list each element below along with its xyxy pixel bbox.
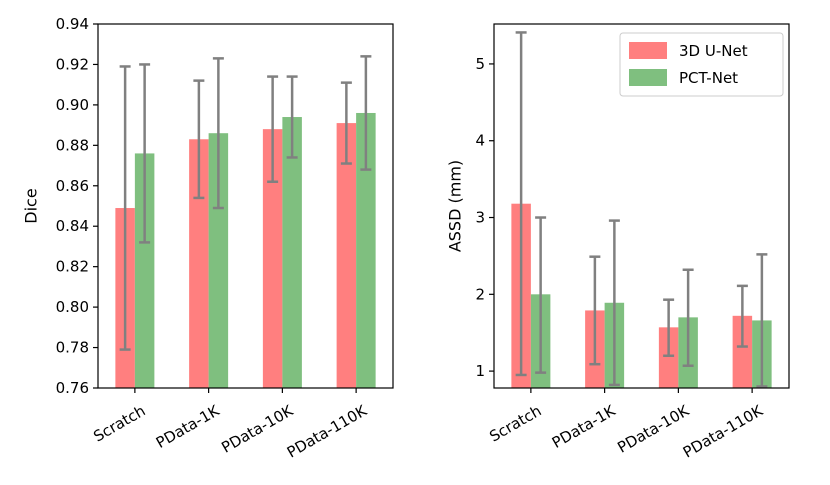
error-bar-3d-u-net-pdata-110k [340, 81, 352, 165]
x-tick-label: PData-110K [284, 401, 371, 462]
legend: 3D U-Net PCT-Net [619, 32, 784, 97]
error-bar-3d-u-net-pdata-1k [193, 79, 205, 200]
x-tick-label: PData-1K [549, 401, 619, 452]
x-tick-label: PData-110K [680, 401, 767, 462]
legend-swatch-3d-u-net [629, 42, 667, 59]
bar-3d-u-net-pdata-10k [262, 129, 283, 388]
y-tick-label: 0.76 [56, 379, 89, 397]
error-bar-3d-u-net-pdata-10k [267, 75, 279, 183]
bar-pct-net-pdata-10k [282, 117, 302, 389]
error-bar-3d-u-net-pdata-110k [736, 284, 748, 348]
y-tick-label: 0.94 [56, 15, 89, 33]
plot-frame [97, 23, 394, 389]
error-bar-pct-net-pdata-1k [212, 57, 224, 210]
error-bar-3d-u-net-scratch [515, 31, 527, 377]
y-tick-label: 1 [475, 362, 485, 380]
error-bar-3d-u-net-pdata-1k [589, 255, 601, 366]
y-tick-label: 4 [475, 132, 485, 150]
bar-3d-u-net-pdata-10k [658, 327, 679, 388]
error-bar-pct-net-scratch [139, 63, 151, 244]
legend-label: 3D U-Net [679, 42, 748, 60]
bar-pct-net-pdata-110k [356, 112, 376, 388]
bar-pct-net-pdata-1k [208, 133, 229, 388]
legend-label: PCT-Net [679, 69, 738, 87]
x-tick-label: Scratch [486, 402, 544, 446]
y-tick-label: 0.80 [56, 298, 89, 316]
y-tick-label: 0.84 [56, 217, 89, 235]
y-axis-label: ASSD (mm) [446, 160, 465, 252]
y-tick-label: 2 [475, 285, 485, 303]
chart-1: 0.76 0.78 0.80 0.82 0.84 0.86 0.88 0.90 0.92 0.94… [22, 15, 394, 462]
y-tick-label: 0.90 [56, 96, 89, 114]
y-tick-label: 0.92 [56, 55, 89, 73]
legend-swatch-pct-net [629, 69, 667, 86]
y-axis-label: Dice [22, 188, 41, 223]
error-bar-pct-net-pdata-10k [682, 268, 694, 367]
error-bar-pct-net-pdata-110k [360, 55, 372, 171]
x-tick-label: Scratch [90, 402, 148, 446]
y-tick-label: 3 [475, 209, 485, 227]
y-tick-label: 0.86 [56, 177, 89, 195]
y-tick-label: 5 [475, 55, 485, 73]
plot-frame [493, 23, 790, 389]
error-bar-3d-u-net-pdata-10k [663, 298, 675, 357]
y-tick-label: 0.88 [56, 136, 89, 154]
error-bar-pct-net-pdata-1k [608, 219, 620, 387]
y-tick-label: 0.82 [56, 258, 89, 276]
error-bar-pct-net-pdata-110k [756, 253, 768, 388]
bar-3d-u-net-pdata-1k [189, 139, 209, 388]
bar-3d-u-net-pdata-110k [732, 315, 753, 388]
bar-3d-u-net-pdata-110k [336, 123, 357, 388]
error-bar-3d-u-net-scratch [119, 65, 131, 351]
error-bar-pct-net-pdata-10k [286, 75, 298, 159]
error-bar-pct-net-scratch [535, 216, 547, 374]
x-tick-label: PData-1K [153, 401, 223, 452]
y-tick-label: 0.78 [56, 339, 89, 357]
bar-pct-net-scratch [134, 153, 155, 388]
